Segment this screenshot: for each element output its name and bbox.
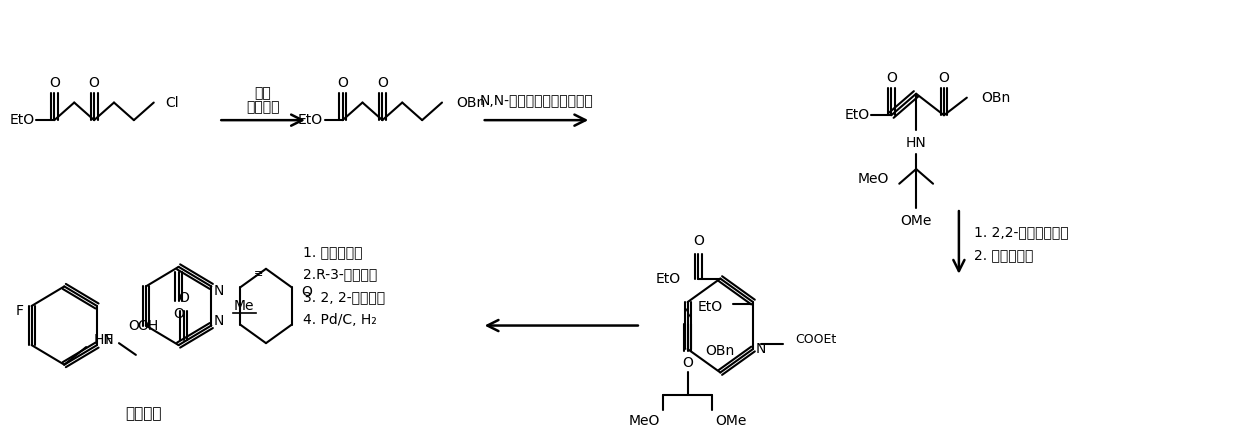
Text: O: O — [178, 291, 190, 305]
Text: 2.R-3-氨基丁醇: 2.R-3-氨基丁醇 — [302, 268, 377, 282]
Text: O: O — [301, 285, 312, 299]
Text: ≡: ≡ — [253, 269, 263, 279]
Text: 度鲁特韦: 度鲁特韦 — [125, 406, 162, 421]
Text: N: N — [214, 284, 224, 299]
Text: O: O — [173, 307, 185, 321]
Text: EtO: EtO — [10, 113, 35, 127]
Text: HN: HN — [906, 136, 927, 149]
Text: EtO: EtO — [655, 272, 680, 286]
Text: EtO: EtO — [698, 300, 724, 314]
Text: 2. 草酸二甲酩: 2. 草酸二甲酩 — [974, 248, 1033, 262]
Text: O: O — [683, 356, 693, 370]
Text: O: O — [886, 71, 897, 85]
Text: 叔戊醇钙: 叔戊醇钙 — [247, 100, 280, 114]
Text: OBn: OBn — [706, 344, 735, 358]
Text: N: N — [756, 342, 766, 356]
Text: N,N-二甲基甲酰胺二甲缩醉: N,N-二甲基甲酰胺二甲缩醉 — [479, 94, 593, 108]
Text: O: O — [89, 76, 99, 90]
Text: OMe: OMe — [901, 214, 932, 228]
Text: O: O — [693, 235, 704, 248]
Text: OMe: OMe — [715, 414, 747, 429]
Text: O: O — [939, 71, 949, 85]
Text: 1. 甲酸、硫酸: 1. 甲酸、硫酸 — [302, 245, 362, 259]
Text: EtO: EtO — [844, 108, 870, 122]
Text: MeO: MeO — [857, 172, 890, 186]
Text: 4. Pd/C, H₂: 4. Pd/C, H₂ — [302, 313, 377, 327]
Text: O: O — [337, 76, 348, 90]
Text: 芯醇: 芯醇 — [255, 86, 271, 100]
Text: COOEt: COOEt — [794, 333, 836, 346]
Text: MeO: MeO — [628, 414, 660, 429]
Text: O: O — [377, 76, 388, 90]
Text: Me: Me — [233, 299, 254, 313]
Text: F: F — [16, 304, 24, 318]
Text: 3. 2, 2-二氟芯胺: 3. 2, 2-二氟芯胺 — [302, 290, 385, 304]
Text: OBn: OBn — [456, 95, 486, 110]
Text: 1. 2,2-二甲氧基乙胺: 1. 2,2-二甲氧基乙胺 — [974, 226, 1068, 240]
Text: OH: OH — [138, 318, 159, 333]
Text: HN: HN — [94, 333, 114, 347]
Text: F: F — [105, 333, 113, 347]
Text: Cl: Cl — [166, 95, 180, 110]
Text: O: O — [48, 76, 59, 90]
Text: OBn: OBn — [981, 91, 1010, 105]
Text: N: N — [683, 307, 693, 321]
Text: N: N — [214, 314, 224, 327]
Text: O: O — [129, 318, 140, 333]
Text: EtO: EtO — [297, 113, 322, 127]
